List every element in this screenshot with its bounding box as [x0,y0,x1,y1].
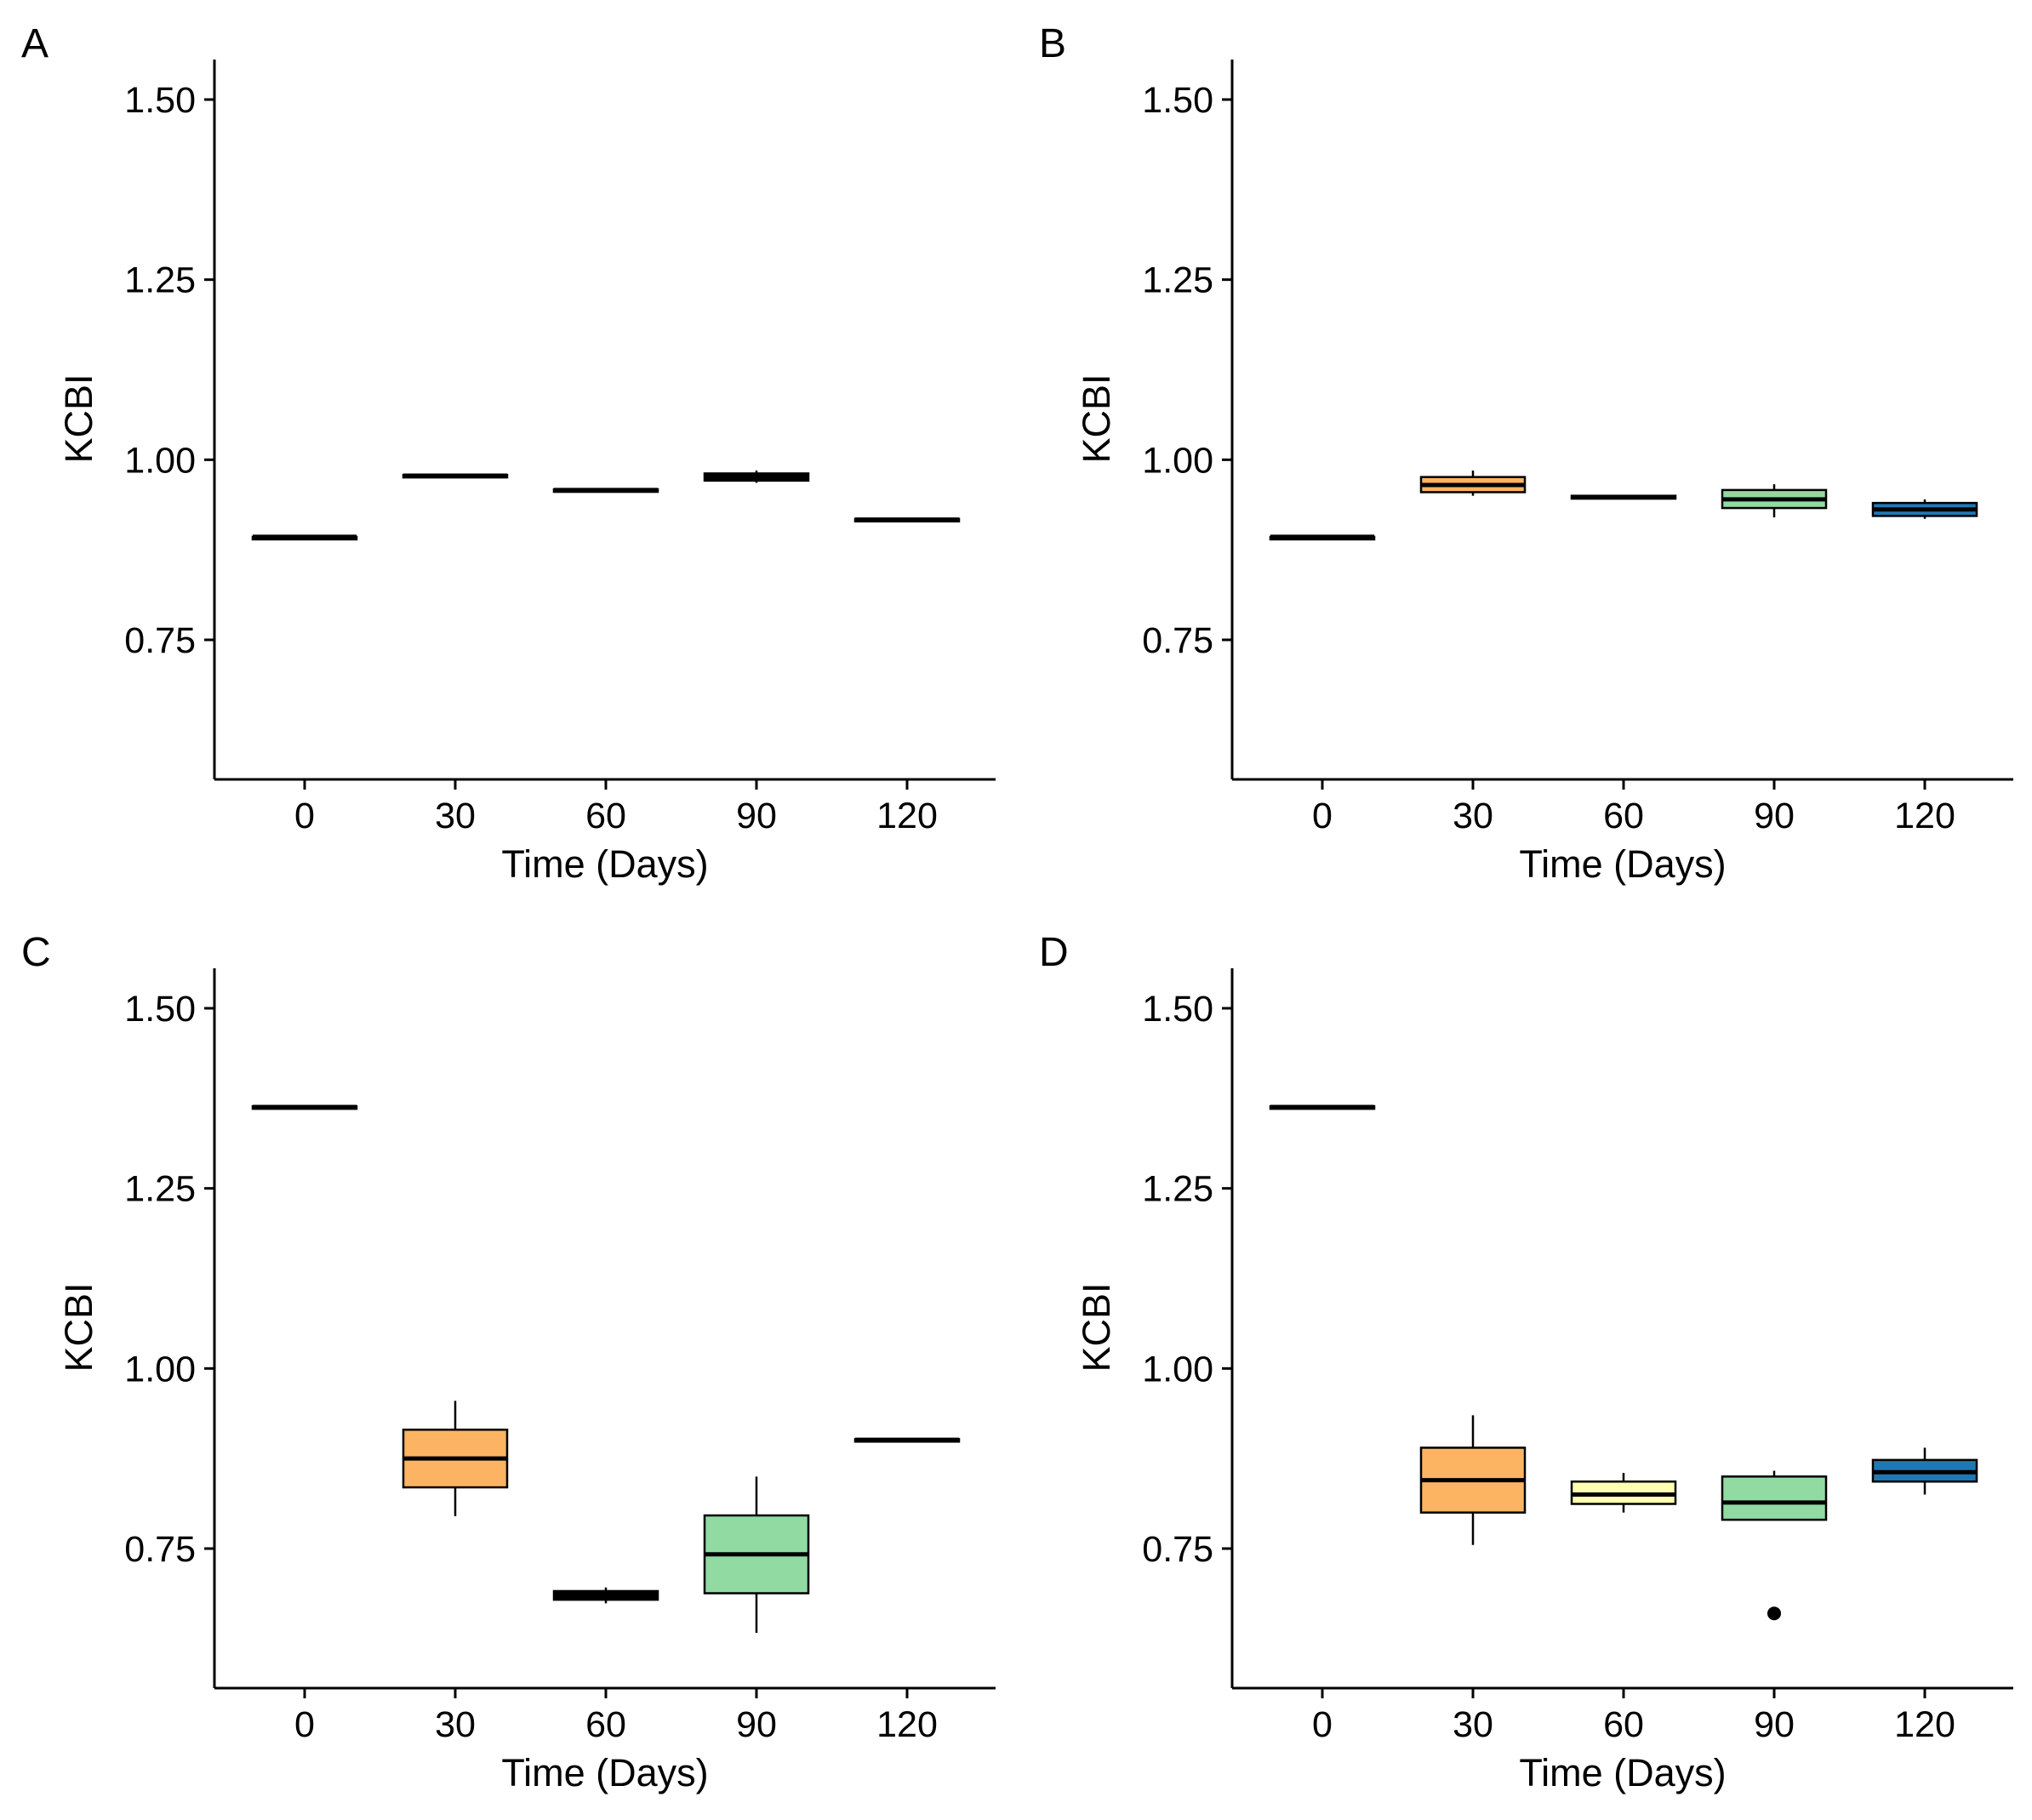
box-0 [1269,1104,1376,1110]
box-60 [1570,494,1677,500]
y-tick-label: 1.50 [1142,80,1213,121]
panel-label: C [21,930,51,975]
box-0 [251,534,358,541]
y-tick-label: 0.75 [1142,1529,1213,1570]
x-tick-label: 30 [1453,1704,1493,1745]
panel-label: A [21,21,49,66]
chart-panel-a: A 0.75 1.00 1.25 1.50 0 30 60 90 120 Time (Days) KC… [21,21,996,886]
y-tick-label: 1.50 [1142,989,1213,1030]
box-60 [1570,1473,1677,1513]
box-30 [1419,1415,1527,1545]
box-60 [552,1587,659,1604]
x-tick-label: 90 [736,796,777,836]
box-90 [703,471,810,483]
box-90 [1721,484,1828,518]
box-0 [251,1104,358,1110]
y-tick-label: 0.75 [1142,620,1213,661]
x-axis-title: Time (Days) [1519,1751,1726,1794]
y-tick-label: 1.00 [124,440,196,481]
chart-panel-d: D 0.75 1.00 1.25 1.50 0 30 60 90 120 Time (Days) KC… [1039,930,2013,1794]
outlier-point [1767,1606,1781,1621]
y-tick-label: 1.00 [124,1349,196,1389]
x-tick-label: 120 [1894,1704,1955,1745]
y-axis-title: KCBI [1075,374,1118,463]
x-tick-label: 0 [294,1704,315,1745]
panel-label: B [1039,21,1066,66]
x-axis-title: Time (Days) [1519,842,1726,886]
x-axis-title: Time (Days) [501,842,708,886]
x-tick-label: 60 [585,1704,626,1745]
y-tick-label: 1.50 [124,989,196,1030]
box-30 [1419,471,1527,496]
box-90 [1721,1470,1828,1521]
x-tick-label: 90 [1754,1704,1795,1745]
panel-label: D [1039,930,1069,975]
x-tick-label: 120 [876,796,938,836]
box-120 [1871,499,1978,519]
chart-panel-c: C 0.75 1.00 1.25 1.50 0 30 60 90 120 Time (Days) KC… [21,930,996,1794]
y-axis-title: KCBI [1075,1282,1118,1372]
box-30 [402,1401,509,1516]
chart-panel-b: B 0.75 1.00 1.25 1.50 0 30 60 90 120 Time (Days) KC… [1039,21,2013,886]
box-90 [703,1476,810,1634]
y-tick-label: 1.00 [1142,440,1213,481]
x-tick-label: 0 [1312,1704,1333,1745]
x-tick-label: 60 [1603,1704,1644,1745]
box-30 [402,473,509,479]
box-60 [552,488,659,494]
box-120 [1871,1447,1978,1495]
y-tick-label: 1.00 [1142,1349,1213,1389]
x-tick-label: 0 [1312,796,1333,836]
x-tick-label: 120 [1894,796,1955,836]
y-tick-label: 0.75 [124,620,196,661]
y-tick-label: 1.25 [1142,260,1213,301]
x-tick-label: 120 [876,1704,938,1745]
box-body [1721,1475,1828,1521]
box-120 [853,517,961,523]
x-tick-label: 0 [294,796,315,836]
x-axis-title: Time (Days) [501,1751,708,1794]
y-tick-label: 0.75 [124,1529,196,1570]
y-tick-label: 1.25 [1142,1169,1213,1210]
y-tick-label: 1.25 [124,260,196,301]
y-tick-label: 1.25 [124,1169,196,1210]
x-tick-label: 60 [585,796,626,836]
y-axis-title: KCBI [57,374,100,463]
box-120 [853,1437,961,1443]
y-axis-title: KCBI [57,1282,100,1372]
x-tick-label: 90 [736,1704,777,1745]
x-tick-label: 30 [435,796,476,836]
x-tick-label: 90 [1754,796,1795,836]
y-tick-label: 1.50 [124,80,196,121]
box-0 [1269,534,1376,541]
x-tick-label: 60 [1603,796,1644,836]
x-tick-label: 30 [1453,796,1493,836]
x-tick-label: 30 [435,1704,476,1745]
